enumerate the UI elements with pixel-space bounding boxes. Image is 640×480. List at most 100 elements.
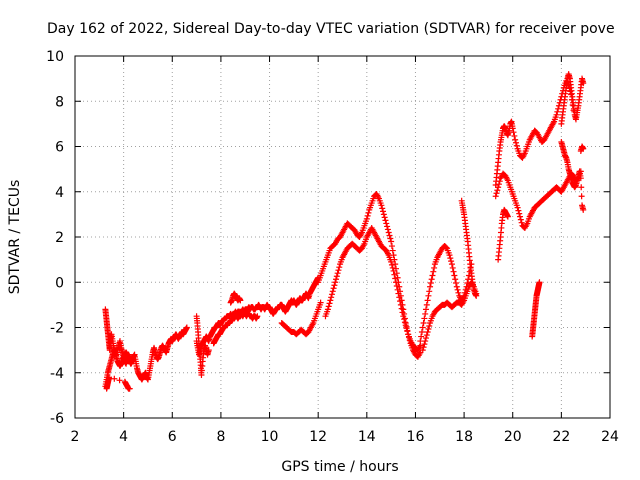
data-point — [578, 193, 585, 200]
data-point — [363, 215, 370, 222]
data-point — [380, 211, 387, 218]
data-point — [492, 193, 499, 200]
data-point — [335, 267, 342, 274]
data-point — [394, 286, 401, 293]
data-point — [510, 129, 517, 136]
data-point — [577, 175, 584, 182]
y-tick-label: 6 — [55, 140, 64, 156]
series-late-6 — [577, 143, 587, 155]
chart-title: Day 162 of 2022, Sidereal Day-to-day VTE… — [47, 21, 615, 37]
data-point — [514, 204, 521, 211]
data-point — [393, 279, 399, 286]
data-point — [379, 205, 386, 212]
data-point — [324, 306, 331, 313]
x-tick-label: 6 — [168, 429, 177, 445]
data-point — [504, 213, 511, 220]
data-point — [381, 214, 388, 221]
data-point — [387, 235, 394, 242]
data-point — [580, 145, 587, 152]
data-point — [384, 226, 391, 233]
data-point — [402, 322, 409, 329]
data-point — [364, 212, 371, 219]
data-point — [389, 247, 396, 254]
data-point — [401, 319, 408, 326]
data-point — [517, 213, 524, 220]
y-tick-label: -2 — [50, 321, 64, 337]
data-point — [111, 375, 118, 382]
data-point — [515, 207, 522, 214]
y-tick-label: -4 — [50, 366, 64, 382]
series-early-spike — [102, 306, 137, 367]
x-tick-label: 22 — [552, 429, 570, 445]
x-tick-label: 18 — [455, 429, 473, 445]
data-point — [422, 310, 429, 317]
data-point — [580, 80, 587, 87]
data-point — [443, 244, 450, 251]
data-point — [426, 322, 433, 329]
x-tick-label: 20 — [504, 429, 522, 445]
data-point — [429, 272, 436, 279]
data-point — [448, 258, 455, 265]
series-morning-low — [193, 313, 212, 379]
data-point — [326, 300, 333, 307]
data-point — [331, 282, 338, 289]
x-tick-label: 12 — [309, 429, 327, 445]
y-tick-label: 0 — [55, 275, 64, 291]
data-point — [494, 187, 501, 194]
x-tick-label: 2 — [71, 429, 80, 445]
data-point — [398, 305, 405, 312]
data-point — [424, 329, 431, 336]
data-point — [388, 261, 395, 268]
data-point — [495, 184, 502, 191]
y-tick-label: 2 — [55, 230, 64, 246]
data-point — [388, 243, 395, 250]
data-point — [384, 223, 391, 230]
data-point — [404, 328, 411, 335]
data-point — [420, 319, 427, 326]
data-point — [452, 280, 459, 287]
data-point — [449, 264, 456, 271]
data-point — [392, 275, 399, 282]
data-point — [327, 297, 334, 304]
data-point — [116, 377, 123, 384]
data-point — [391, 271, 398, 278]
data-point — [130, 356, 137, 363]
data-point — [106, 374, 113, 381]
data-point — [401, 316, 408, 323]
series-late — [558, 71, 587, 127]
data-point — [422, 338, 429, 345]
series-evening-dip — [495, 206, 511, 263]
data-point — [329, 288, 336, 295]
x-tick-label: 10 — [261, 429, 279, 445]
data-point — [454, 286, 461, 293]
y-tick-labels: -6 -4 -2 0 2 4 6 8 10 — [46, 49, 64, 427]
y-tick-label: 4 — [55, 185, 64, 201]
data-point — [423, 332, 430, 339]
x-axis-label: GPS time / hours — [281, 459, 398, 475]
data-point — [328, 294, 335, 301]
data-point — [254, 313, 261, 320]
data-point — [427, 283, 434, 290]
data-point — [334, 270, 341, 277]
y-tick-label: 8 — [55, 94, 64, 110]
data-point — [333, 273, 340, 280]
data-point — [330, 285, 337, 292]
data-point — [428, 276, 435, 283]
data-point — [512, 136, 519, 143]
data-point — [430, 268, 437, 275]
data-point — [448, 261, 455, 268]
data-point — [424, 297, 431, 304]
data-point — [328, 291, 335, 298]
data-point — [390, 267, 397, 274]
data-point — [578, 184, 585, 191]
data-point — [518, 219, 525, 226]
data-point — [386, 232, 393, 239]
data-point — [422, 306, 429, 313]
data-point — [517, 216, 524, 223]
series-morning-lower — [210, 310, 261, 347]
series-spike-18 — [458, 197, 480, 299]
series-late-low — [558, 138, 587, 213]
data-point — [553, 111, 560, 118]
data-point — [450, 268, 457, 275]
series-morning — [193, 274, 322, 358]
